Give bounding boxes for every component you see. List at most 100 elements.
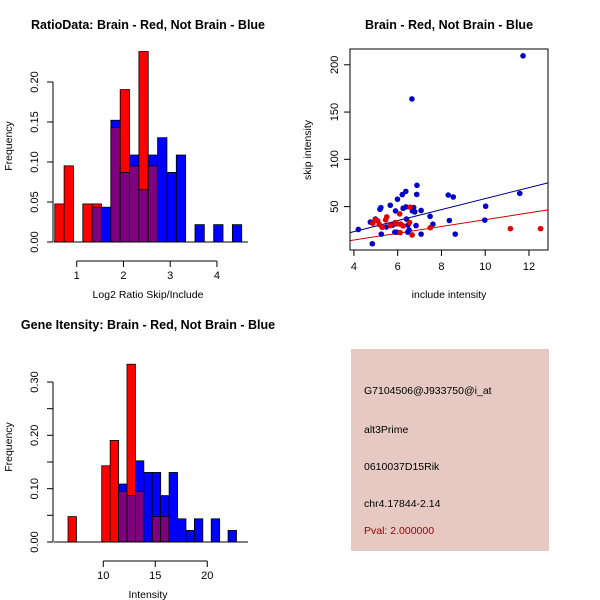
gene-intensity-axes: 10 15 20 0.00 0.10 0.20 0.30 [29,371,248,582]
gene-intensity-overlap-bar [151,516,162,543]
gene-intensity-x-tick-label: 10 [97,570,109,582]
not-brain-point [378,231,385,237]
not-brain-point [450,194,457,200]
not-brain-point [418,231,424,237]
ratio-histogram: RatioData: Brain - Red, Not Brain - Blue… [3,18,265,301]
ratio-histogram-xlabel: Log2 Ratio Skip/Include [93,289,204,301]
gene-intensity-not-brain-bar [210,518,221,543]
not-brain-point [387,202,394,209]
scatter-xlabel: include intensity [412,289,487,301]
not-brain-regression-line [349,182,549,234]
ratio-histogram-y-tick-label: 0.00 [29,231,41,252]
not-brain-point [481,217,488,223]
ratio-histogram-brain-bar [63,165,74,243]
gene-intensity-brain-bar [67,516,77,543]
ratio-histogram-x-tick-label: 1 [74,270,80,282]
not-brain-point [394,196,401,203]
gene-intensity-not-brain-bar [193,518,204,543]
gene-intensity-bars [67,363,237,543]
ratio-histogram-not-brain-bar [166,171,177,243]
gene-name: 0610037D15Rik [364,461,440,473]
scatter-x-tick-label: 10 [479,261,491,273]
brain-point [409,232,415,238]
gene-intensity-title: Gene Itensity: Brain - Red, Not Brain - … [21,318,275,332]
ratio-histogram-x-tick-label: 2 [120,270,126,282]
ratio-histogram-not-brain-bar [175,154,187,243]
scatter-ylabel: skip intensity [302,119,314,180]
gene-intensity-not-brain-bar [185,530,195,543]
gene-intensity-x-tick-label: 15 [149,570,161,582]
brain-point [507,225,514,232]
gene-intensity-y-tick-label: 0.20 [29,425,41,446]
ratio-histogram-not-brain-bar [213,224,224,243]
ratio-histogram-overlap-bar [91,206,102,243]
not-brain-point [402,188,409,195]
ratio-histogram-not-brain-bar [194,224,205,243]
ratio-histogram-title: RatioData: Brain - Red, Not Brain - Blue [31,18,265,32]
ratio-histogram-brain-bar [82,203,93,243]
not-brain-point [378,204,384,211]
scatter-y-tick-label: 100 [329,150,341,168]
event-type: alt3Prime [364,424,409,436]
brain-point [400,223,406,229]
gene-intensity-not-brain-bar [168,472,178,543]
gene-intensity-y-tick-label: 0.10 [29,478,41,499]
ratio-histogram-not-brain-bar [231,224,243,243]
brain-point [427,224,434,231]
gene-intensity-y-tick-label: 0.00 [29,531,41,552]
ratio-histogram-axes: 1 2 3 4 0.00 0.05 0.10 0.15 0.20 [29,71,248,282]
ratio-histogram-y-tick-label: 0.10 [29,151,41,172]
ratio-histogram-x-tick-label: 3 [167,270,173,282]
not-brain-point [427,213,433,220]
probe-id: G7104506@J933750@i_at [364,385,492,397]
not-brain-point [404,229,411,235]
gene-intensity-not-brain-bar [227,530,237,543]
scatter-y-tick-label: 150 [329,103,341,121]
ratio-histogram-y-tick-label: 0.15 [29,111,41,132]
gene-intensity-overlap-bar [118,490,128,543]
ratio-histogram-overlap-bar [129,165,140,243]
brain-point [396,211,403,217]
ratio-histogram-not-brain-bar [157,137,168,243]
scatter-x-tick-label: 6 [395,261,401,273]
gene-intensity-x-tick-label: 20 [201,570,213,582]
ratio-histogram-not-brain-bar [101,206,112,243]
not-brain-point [411,209,418,215]
not-brain-point [446,217,453,224]
scatter-y-tick-label: 50 [329,200,341,212]
scatter-x-tick-label: 4 [351,261,357,273]
ratio-histogram-overlap-bar [138,189,149,243]
ratio-histogram-brain-bar [54,203,65,243]
gene-intensity-brain-bar [109,439,119,543]
not-brain-point [414,182,420,189]
not-brain-point [355,226,362,233]
ratio-histogram-ylabel: Frequency [3,120,15,170]
scatter-x-tick-label: 8 [438,261,444,273]
ratio-histogram-overlap-bar [147,165,158,243]
not-brain-point [445,192,452,198]
ratio-histogram-overlap-bar [119,171,130,243]
chromosome-location: chr4.17844-2.14 [364,498,441,510]
not-brain-point [403,204,409,210]
not-brain-point [482,203,489,210]
not-brain-point [516,190,523,197]
not-brain-point [369,240,376,247]
brain-point [406,219,413,226]
not-brain-point [520,53,526,59]
not-brain-point [452,231,459,237]
brain-point [537,225,544,232]
ratio-histogram-y-tick-label: 0.05 [29,191,41,212]
gene-intensity-ylabel: Frequency [3,421,15,471]
gene-intensity-brain-bar [101,465,111,543]
scatter-y-tick-label: 200 [329,56,341,74]
not-brain-point [418,207,424,214]
not-brain-point [413,191,420,198]
brain-point [379,224,385,231]
gene-intensity-xlabel: Intensity [128,589,168,600]
not-brain-point [392,208,399,214]
brain-point [387,222,394,229]
brain-point [383,214,390,220]
ratio-histogram-y-tick-label: 0.20 [29,71,41,92]
gene-intensity-y-tick-label: 0.30 [29,371,41,392]
